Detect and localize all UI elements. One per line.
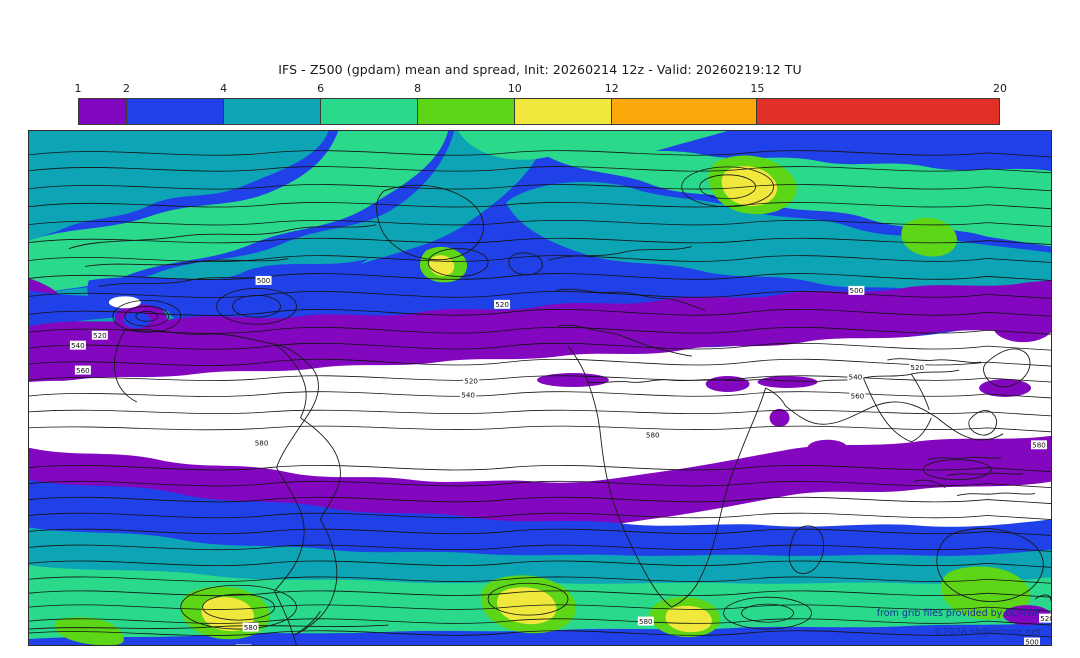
spread-hotspot-green-s4	[54, 617, 124, 645]
contour-label-520-2: 520	[93, 331, 107, 340]
spread-purple-band-north	[29, 280, 1051, 385]
colorbar-segment-4-6	[224, 99, 322, 124]
colorbar-segment-6-8	[321, 99, 418, 124]
colorbar-tick-10: 10	[507, 82, 522, 95]
contour-label-500-0: 500	[257, 276, 271, 285]
spread-patch-green-nw	[29, 131, 449, 299]
contour-label-520-6: 520	[910, 363, 924, 372]
contour-label-500-5: 500	[850, 286, 864, 295]
colorbar: 1 2 4 6 8 10 12 15 20	[75, 82, 1007, 125]
spread-patch-teal-n-e	[506, 181, 1051, 301]
contour-lines-south	[29, 465, 1051, 638]
spread-blob-trop-4	[769, 408, 790, 427]
tropics-white-band	[29, 376, 1051, 461]
contour-label-500-24: 500	[1025, 638, 1039, 645]
spread-hotspot-green-ne2	[901, 217, 957, 257]
contour-label-box	[460, 390, 477, 400]
contour-label-box	[1024, 637, 1041, 645]
contour-label-box	[848, 285, 865, 295]
colorbar-tick-20: 20	[993, 82, 1007, 95]
contour-label-box	[849, 391, 866, 401]
spread-blob-trop-3	[757, 376, 818, 388]
spread-hole-nw	[108, 296, 141, 309]
contour-label-560-4: 560	[76, 366, 90, 375]
contour-label-box	[1039, 613, 1051, 623]
colorbar-tick-labels: 1 2 4 6 8 10 12 15 20	[74, 82, 1008, 98]
spread-patch-green-n-e	[547, 131, 1051, 247]
spread-blob-trop-6	[993, 310, 1051, 343]
spread-hotspot-yellow-s5	[665, 605, 712, 633]
colorbar-segment-2-4	[127, 99, 225, 124]
spread-blob-nw-core	[122, 312, 151, 329]
contour-label-box	[463, 376, 480, 386]
contour-label-580-13: 580	[1032, 440, 1046, 449]
contour-label-box	[74, 365, 91, 375]
contour-label-540-10: 540	[461, 391, 475, 400]
colorbar-tick-6: 6	[317, 82, 325, 95]
source-credit: from grib files provided by ECMWF	[876, 608, 1041, 619]
contour-label-540-3: 540	[71, 341, 85, 350]
contour-label-box	[637, 616, 654, 626]
contour-label-580-12: 580	[646, 431, 660, 440]
contour-label-540-7: 540	[849, 373, 863, 382]
colorbar-tick-2: 2	[123, 82, 131, 95]
contour-label-520-23: 520	[1040, 614, 1051, 623]
chart-title: IFS - Z500 (gpdam) mean and spread, Init…	[278, 62, 802, 77]
spread-blob-trop-1	[537, 373, 609, 388]
contour-label-box	[91, 330, 108, 340]
spread-blue-nw-inner	[29, 290, 179, 329]
spread-patch-green-n-c	[458, 131, 728, 160]
colorbar-segment-8-10	[417, 99, 515, 124]
map-graphic: 500 520 520 540 560 500 520 540 560 520 540 580 580 5…	[29, 131, 1051, 645]
contour-label-box	[909, 362, 926, 372]
colorbar-segments	[78, 98, 1000, 125]
spread-hotspot-green-s3	[941, 566, 1031, 620]
contour-label-580-14: 580	[244, 623, 258, 632]
contour-label-box	[242, 622, 259, 632]
contour-lines-north	[29, 150, 1051, 433]
contour-label-box	[847, 372, 864, 382]
contour-label-520-9: 520	[464, 377, 478, 386]
contour-label-box	[644, 430, 661, 440]
coastlines	[29, 184, 1051, 645]
colorbar-tick-12: 12	[604, 82, 619, 95]
spread-blob-s-purple-4	[807, 439, 848, 456]
contour-label-box	[494, 299, 511, 309]
colorbar-tick-15: 15	[750, 82, 765, 95]
colorbar-segment-15-20	[756, 99, 999, 124]
spread-hotspot-yellow-n-c	[429, 255, 455, 277]
spread-patch-teal-nw	[29, 131, 329, 241]
colorbar-tick-1: 1	[74, 82, 82, 95]
contour-label-box	[1031, 440, 1048, 450]
map-panel: 500 520 520 540 560 500 520 540 560 520 540 580 580 5…	[28, 130, 1052, 646]
colorbar-segment-10-12	[514, 99, 612, 124]
colorbar-tick-8: 8	[414, 82, 422, 95]
contour-label-580-11: 580	[255, 438, 269, 447]
contour-label-520-1: 520	[495, 300, 509, 309]
colorbar-segment-1-2	[79, 99, 128, 124]
contour-label-580-18: 580	[639, 617, 653, 626]
contour-label-box	[69, 340, 86, 350]
colorbar-tick-4: 4	[220, 82, 228, 95]
copyright-credit: ©2026 sb@irizone.net	[933, 627, 1041, 638]
contour-label-560-8: 560	[851, 392, 865, 401]
colorbar-segment-12-15	[611, 99, 757, 124]
contour-label-box	[253, 438, 270, 448]
contour-label-box	[255, 275, 272, 285]
spread-hotspot-yellow-ne	[721, 166, 778, 206]
contour-labels: 500 520 520 540 560 500 520 540 560 520 540 580 580 5…	[69, 275, 1051, 645]
